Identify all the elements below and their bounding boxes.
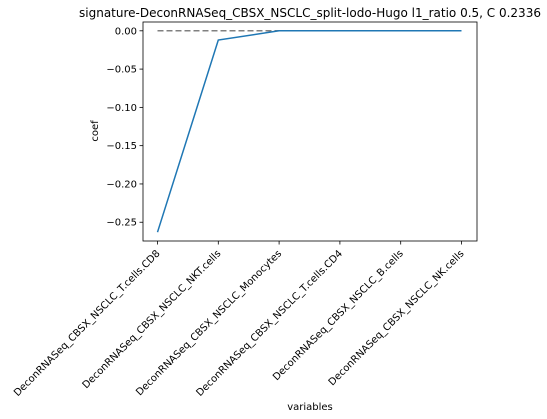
chart-title: signature-DeconRNASeq_CBSX_NSCLC_split-l… [79, 6, 541, 20]
x-tick-label: DeconRNASeq_CBSX_NSCLC_NKT.cells [81, 248, 224, 391]
y-tick-label: −0.25 [106, 218, 137, 229]
y-tick-label: 0.00 [115, 26, 137, 37]
y-tick-label: −0.05 [106, 65, 137, 76]
y-axis: 0.00 −0.05 −0.10 −0.15 −0.20 −0.25 [106, 26, 143, 229]
series-line [156, 30, 462, 233]
x-tick-label: DeconRNASeq_CBSX_NSCLC_B.cells [271, 248, 406, 383]
y-axis-label: coef [90, 120, 101, 142]
plot-area [142, 21, 478, 242]
y-tick-label: −0.20 [106, 179, 137, 190]
x-tick-label: DeconRNASeq_CBSX_NSCLC_NK.cells [327, 248, 467, 388]
y-tick-label: −0.10 [106, 103, 137, 114]
x-axis-label: variables [287, 402, 333, 413]
x-axis: DeconRNASeq_CBSX_NSCLC_T.cells.CD8DeconR… [12, 241, 467, 399]
y-tick-label: −0.15 [106, 141, 137, 152]
plot-marks [156, 30, 462, 233]
